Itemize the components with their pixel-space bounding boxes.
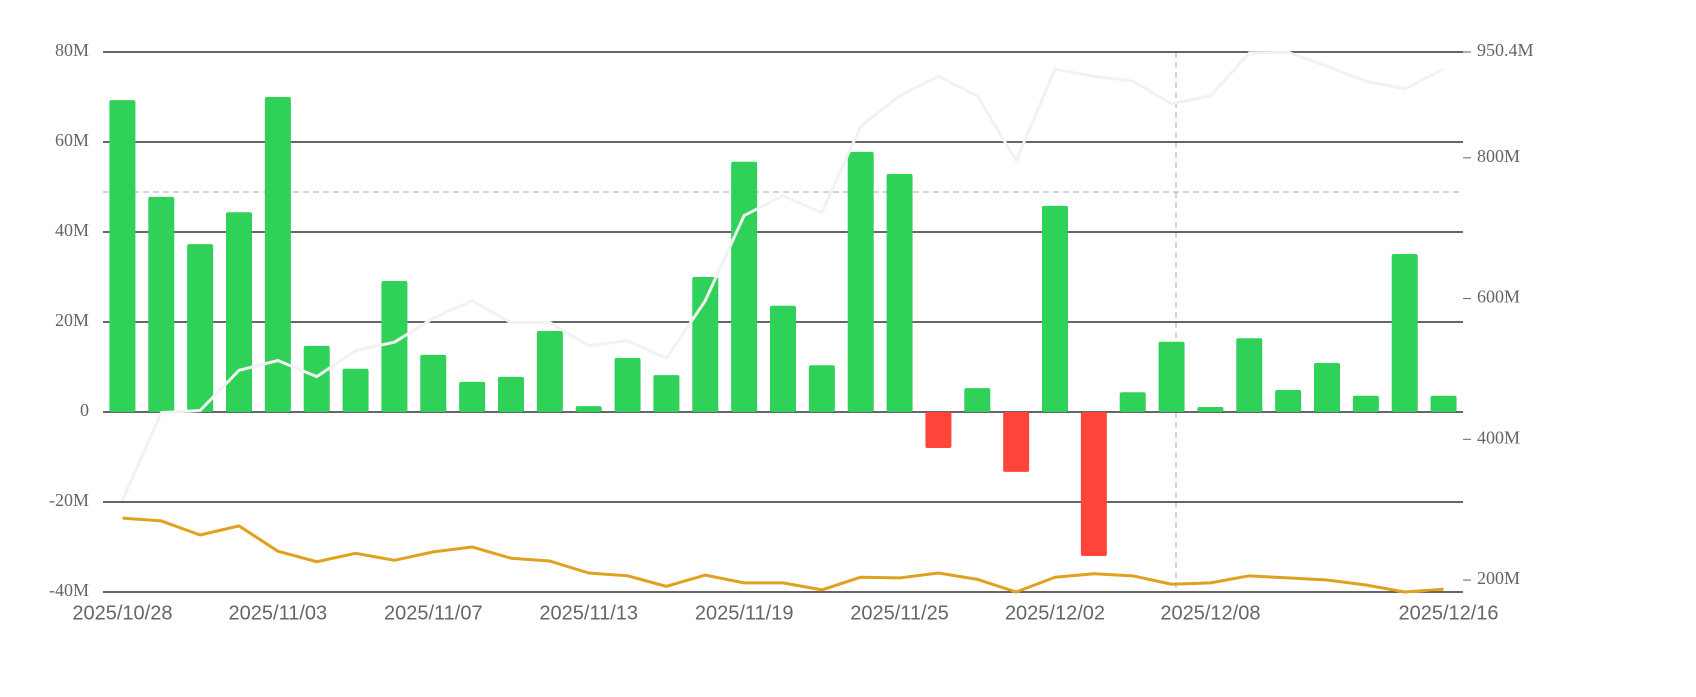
bar xyxy=(847,151,874,412)
line-series xyxy=(121,50,1445,502)
bar xyxy=(1003,412,1030,472)
bar xyxy=(808,365,835,412)
y-tick-label: 40M xyxy=(55,220,89,240)
bar xyxy=(226,212,252,412)
y-tick-label: 20M xyxy=(55,310,89,330)
y-tick-label: 60M xyxy=(55,130,89,150)
y2-tick-label: 950.4M xyxy=(1477,40,1534,60)
y2-tick-label: 200M xyxy=(1477,568,1520,588)
x-tick-label: 2025/11/07 xyxy=(384,602,483,624)
y-tick-label: 0 xyxy=(80,400,89,420)
bar xyxy=(1314,362,1340,412)
bar xyxy=(536,331,563,412)
bar xyxy=(1080,412,1107,556)
y-tick-label: 80M xyxy=(55,40,89,60)
bar xyxy=(148,196,175,412)
line-series xyxy=(122,516,1444,594)
x-tick-label: 2025/11/03 xyxy=(229,602,328,624)
x-tick-label: 2025/11/25 xyxy=(850,602,949,624)
y2-tick-label: 800M xyxy=(1477,146,1520,166)
bar xyxy=(1275,389,1302,412)
bar xyxy=(498,376,524,412)
y2-tick-label: 400M xyxy=(1477,427,1520,447)
x-tick-label: 2025/11/13 xyxy=(539,602,638,624)
bar xyxy=(1197,407,1224,412)
bar xyxy=(614,358,641,412)
bar xyxy=(770,305,796,412)
bar xyxy=(1391,254,1418,412)
bar xyxy=(886,173,913,412)
bar xyxy=(964,388,991,412)
bar xyxy=(653,375,680,412)
bar xyxy=(1430,395,1457,412)
bar xyxy=(420,354,447,412)
y-tick-label: -20M xyxy=(49,490,89,510)
bar xyxy=(264,97,291,412)
bar xyxy=(731,161,758,412)
bar xyxy=(1119,392,1146,412)
bar xyxy=(1352,395,1379,412)
x-tick-label: 2025/11/19 xyxy=(695,602,794,624)
y-tick-label: -40M xyxy=(49,580,89,600)
bar xyxy=(459,381,486,412)
x-tick-label: 2025/12/16 xyxy=(1398,602,1498,624)
bar xyxy=(1158,341,1185,412)
bar xyxy=(342,368,369,412)
bar xyxy=(303,345,330,412)
y2-tick-label: 600M xyxy=(1477,287,1520,307)
x-tick-label: 2025/12/02 xyxy=(1005,602,1105,624)
x-tick-label: 2025/12/08 xyxy=(1160,602,1260,624)
bar xyxy=(1042,205,1068,412)
bar xyxy=(381,281,408,412)
bar xyxy=(187,244,214,412)
bar xyxy=(925,412,952,448)
bar xyxy=(575,406,602,412)
bar xyxy=(109,100,136,413)
x-tick-label: 2025/10/28 xyxy=(72,602,172,624)
bar xyxy=(1236,338,1263,412)
